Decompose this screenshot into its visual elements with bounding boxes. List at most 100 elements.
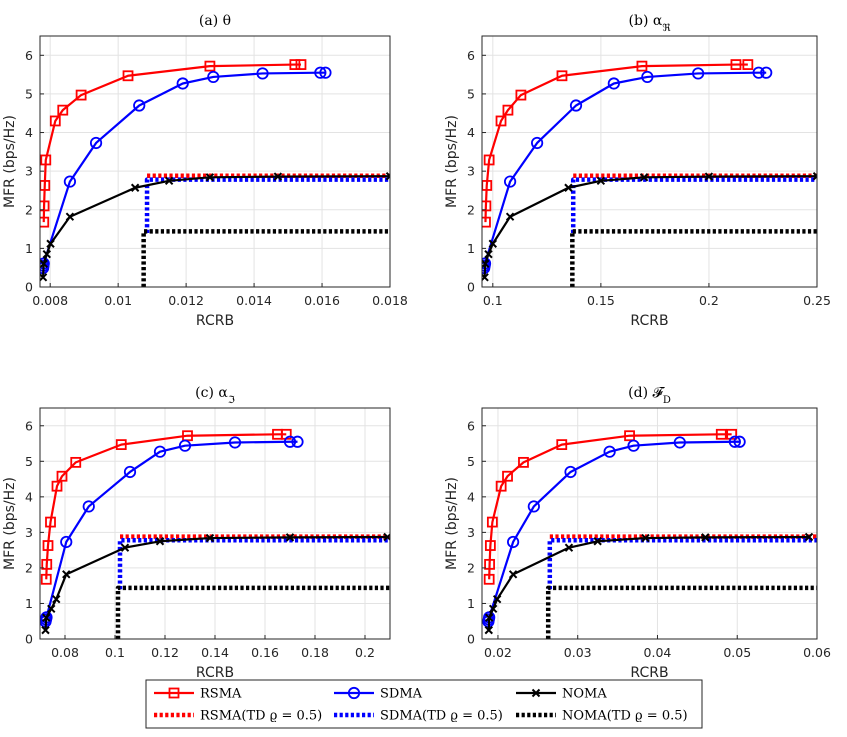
- x-axis-label: RCRB: [196, 665, 234, 681]
- data-point-sdma: [760, 66, 773, 79]
- data-point-sdma: [178, 439, 192, 452]
- data-point-sdma: [507, 535, 520, 549]
- data-point-rsma: [495, 115, 507, 127]
- data-point-noma: [40, 259, 48, 269]
- x-tick-label: 0.03: [564, 645, 592, 660]
- data-point-sdma: [692, 67, 705, 80]
- x-tick-label: 0.1: [483, 293, 503, 308]
- x-tick-label: 0.16: [251, 645, 279, 660]
- data-point-rsma: [484, 558, 495, 570]
- data-point-rsma: [502, 470, 513, 482]
- data-point-sdma: [123, 465, 137, 479]
- series-line-rsma: [45, 433, 287, 580]
- chart-panel-3: 0.08 0.1 0.12 0.14 0.16 0.18 0.2 0 1 2 3 4 5 6 (c) αℑ R…: [2, 385, 391, 681]
- data-point-noma: [492, 594, 502, 604]
- legend-box: [145, 679, 703, 729]
- data-point-noma: [484, 613, 494, 622]
- data-point-sdma: [207, 70, 220, 84]
- data-point-noma: [701, 533, 710, 542]
- data-point-rsma: [482, 216, 491, 228]
- axes-frame: [39, 35, 391, 288]
- legend-item-noma-td: NOMA(TD ϱ = 0.5): [516, 709, 688, 724]
- y-tick-label: 5: [467, 454, 475, 469]
- data-point-noma: [488, 239, 498, 248]
- series-line-noma: [487, 535, 810, 631]
- data-point-rsma: [40, 154, 52, 166]
- data-point-rsma: [730, 59, 742, 70]
- y-tick-label: 2: [25, 560, 33, 575]
- legend-item-rsma: RSMA: [154, 687, 242, 702]
- data-point-rsma: [484, 540, 496, 551]
- data-point-rsma: [40, 216, 50, 228]
- data-point-sdma: [627, 439, 640, 452]
- x-tick-label: 0.05: [723, 645, 751, 660]
- x-tick-label: 0.2: [355, 645, 375, 660]
- series-line-noma: [483, 175, 817, 278]
- y-tick-label: 5: [25, 454, 33, 469]
- y-tick-label: 6: [25, 48, 33, 63]
- y-tick-label: 0: [467, 632, 475, 647]
- x-tick-label: 0.06: [803, 645, 831, 660]
- data-point-rsma: [122, 70, 134, 82]
- x-tick-label: 0.014: [236, 293, 272, 308]
- data-point-rsma: [495, 480, 507, 492]
- data-point-sdma: [531, 136, 544, 150]
- legend-item-rsma-td: RSMA(TD ϱ = 0.5): [154, 709, 322, 724]
- x-tick-label: 0.18: [301, 645, 329, 660]
- legend-marker: [168, 687, 180, 699]
- data-point-sdma: [228, 436, 242, 449]
- chart-title: (b) αℜ: [629, 13, 672, 34]
- plot-area: [40, 36, 390, 287]
- data-point-sdma: [63, 175, 77, 188]
- y-axis-label: MFR (bps/Hz): [444, 477, 460, 570]
- data-point-noma: [46, 239, 55, 248]
- data-point-noma: [593, 537, 602, 546]
- data-point-noma: [285, 533, 295, 542]
- data-point-rsma: [57, 104, 69, 116]
- data-point-sdma: [60, 535, 73, 549]
- chart-panel-2: 0.1 0.15 0.2 0.25 0 1 2 3 4 5 6 (b) αℜ RCRB MFR (bps/…: [444, 13, 831, 329]
- data-point-rsma: [636, 60, 648, 72]
- data-point-sdma: [133, 99, 146, 112]
- data-point-rsma: [518, 456, 529, 468]
- series-group: [482, 428, 817, 639]
- data-point-sdma: [527, 500, 540, 513]
- data-point-sdma: [728, 435, 741, 448]
- y-tick-label: 0: [25, 280, 33, 295]
- legend-item-sdma-td: SDMA(TD ϱ = 0.5): [334, 709, 503, 724]
- y-tick-label: 5: [25, 86, 33, 101]
- y-tick-label: 4: [467, 489, 475, 504]
- legend-label: SDMA(TD ϱ = 0.5): [380, 709, 503, 724]
- data-point-noma: [564, 183, 573, 192]
- series-line-sdma-td: [144, 177, 390, 233]
- x-tick-label: 0.012: [168, 293, 204, 308]
- y-tick-label: 3: [467, 525, 475, 540]
- y-tick-label: 3: [25, 525, 33, 540]
- data-point-noma: [65, 212, 75, 221]
- plot-area: [482, 408, 817, 639]
- data-point-rsma: [624, 430, 635, 442]
- data-point-sdma: [564, 465, 577, 479]
- data-point-rsma: [204, 60, 216, 72]
- x-axis-label: RCRB: [196, 313, 234, 329]
- x-tick-label: 0.25: [803, 293, 831, 308]
- y-tick-label: 1: [25, 241, 33, 256]
- x-tick-label: 0.14: [201, 645, 229, 660]
- data-point-sdma: [733, 435, 746, 448]
- data-point-sdma: [503, 175, 517, 188]
- series-group: [40, 428, 390, 639]
- data-point-rsma: [40, 200, 50, 212]
- y-tick-label: 1: [25, 596, 33, 611]
- x-tick-label: 0.1: [105, 645, 125, 660]
- x-tick-label: 0.12: [151, 645, 179, 660]
- data-point-noma: [155, 537, 165, 546]
- legend-label: NOMA(TD ϱ = 0.5): [562, 709, 688, 724]
- data-point-noma: [484, 625, 493, 635]
- data-point-sdma: [283, 435, 297, 448]
- data-point-rsma: [40, 573, 52, 585]
- y-tick-label: 1: [467, 241, 475, 256]
- data-point-sdma: [319, 66, 332, 79]
- y-tick-label: 0: [25, 632, 33, 647]
- x-tick-label: 0.04: [644, 645, 672, 660]
- legend-label: SDMA: [380, 687, 423, 702]
